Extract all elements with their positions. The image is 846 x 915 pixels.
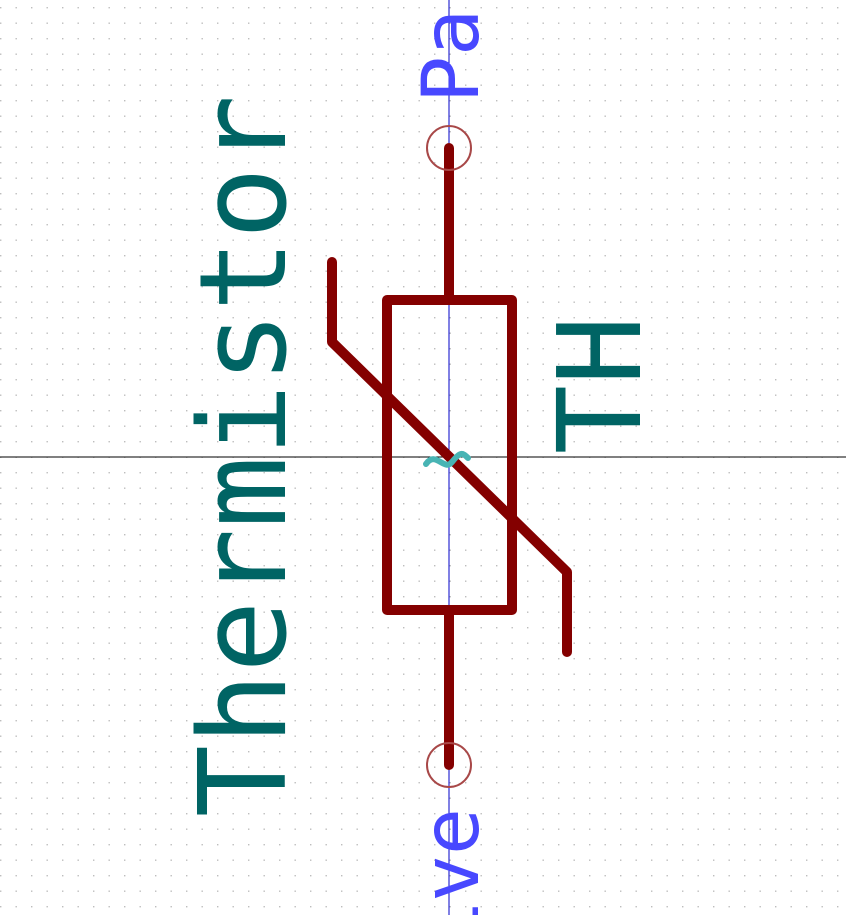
pin-bottom-marker[interactable] [426, 742, 472, 788]
pin-bottom-name: ive [407, 808, 497, 915]
anchor-mark [423, 450, 471, 468]
thermistor-symbol[interactable] [327, 125, 572, 788]
pin-top-name: Pa [407, 9, 497, 103]
pin-top-marker[interactable] [426, 125, 472, 171]
grid-dots [0, 7, 839, 908]
reference-field[interactable]: TH [534, 316, 668, 454]
resistor-body[interactable] [382, 295, 517, 615]
thermistor-slash [327, 257, 572, 657]
value-field[interactable]: Thermistor [175, 95, 314, 817]
